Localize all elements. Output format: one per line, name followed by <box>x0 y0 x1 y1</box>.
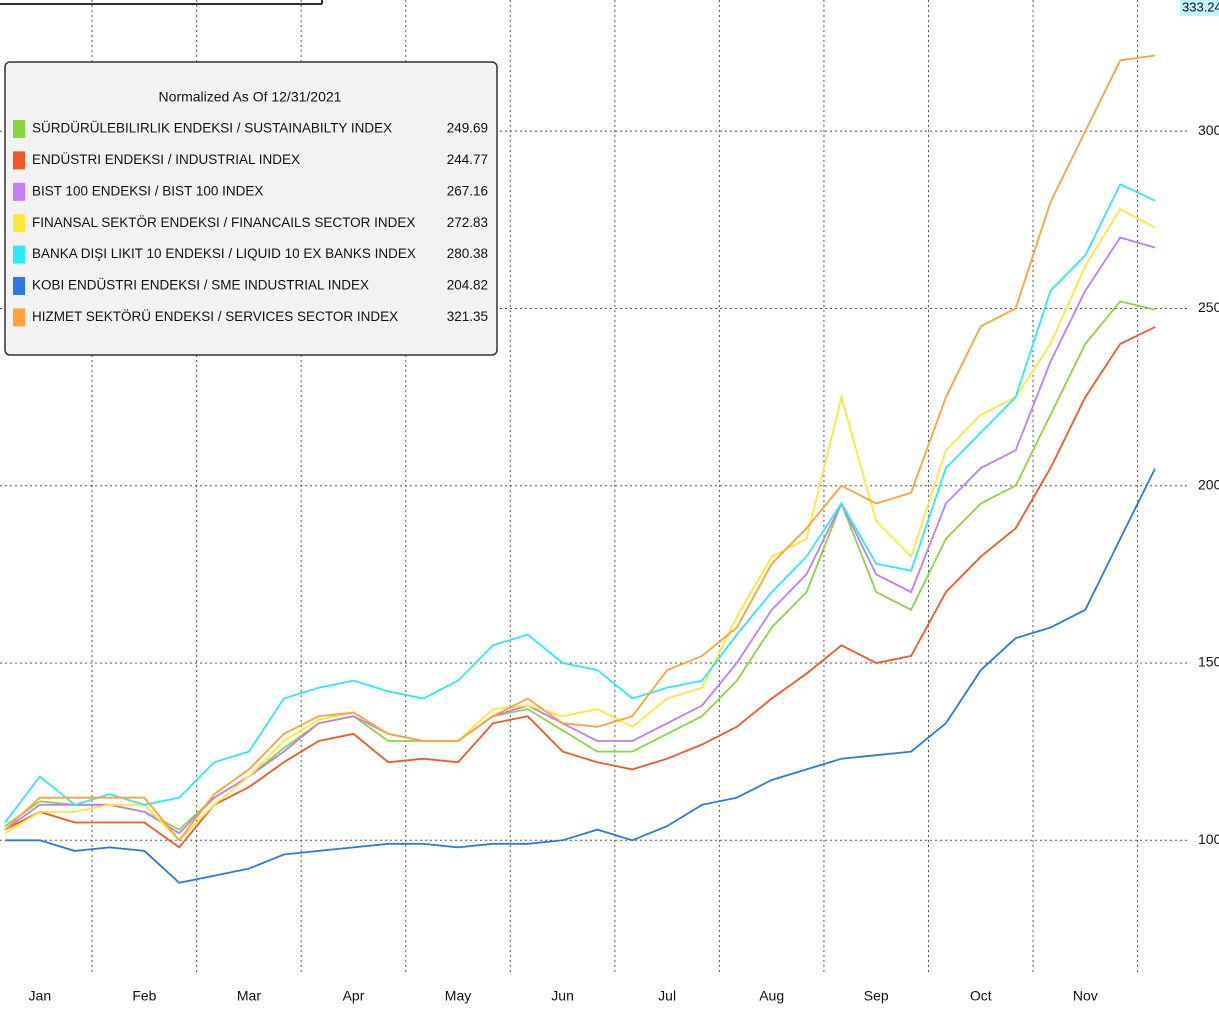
legend-swatch <box>13 277 25 295</box>
legend-label: KOBI ENDÜSTRI ENDEKSI / SME INDUSTRIAL I… <box>32 278 369 293</box>
legend-value: 267.16 <box>447 183 488 198</box>
y-tick-label: 300 <box>1198 122 1219 138</box>
y-tick-label: 200 <box>1198 476 1219 492</box>
x-tick-label: Jul <box>658 988 676 1004</box>
x-tick-label: Mar <box>237 988 261 1004</box>
legend-swatch <box>13 308 25 327</box>
legend-value: 272.83 <box>447 215 488 230</box>
legend-label: SÜRDÜRÜLEBILIRLIK ENDEKSI / SUSTAINABILT… <box>32 121 392 136</box>
legend-swatch <box>13 214 25 233</box>
y-tick-label: 150 <box>1198 654 1219 670</box>
series-line <box>4 236 1156 835</box>
legend-swatch <box>13 245 25 264</box>
legend-title: Normalized As Of 12/31/2021 <box>159 89 342 105</box>
x-tick-label: Sep <box>864 988 889 1004</box>
y-tick-label: 250 <box>1198 299 1219 315</box>
series-line <box>4 300 1156 831</box>
legend-label: BIST 100 ENDEKSI / BIST 100 INDEX <box>32 183 263 198</box>
x-tick-label: Oct <box>970 988 992 1004</box>
x-tick-label: Feb <box>132 988 156 1004</box>
x-tick-label: Apr <box>343 988 365 1004</box>
x-tick-label: May <box>445 988 471 1004</box>
series-line <box>5 468 1156 884</box>
legend-swatch <box>13 120 25 138</box>
legend-value: 280.38 <box>447 246 488 261</box>
legend-label: FINANSAL SEKTÖR ENDEKSI / FINANCAILS SEC… <box>32 215 415 230</box>
legend-box <box>4 61 498 356</box>
y-tick-label: 100 <box>1198 831 1219 847</box>
x-tick-label: Nov <box>1073 988 1098 1004</box>
legend-swatch <box>13 151 25 170</box>
series-line <box>4 326 1156 849</box>
annotation: 333.24 <box>1182 0 1219 14</box>
legend-value: 249.69 <box>447 121 488 136</box>
legend-label: BANKA DIŞI LIKIT 10 ENDEKSI / LIQUID 10 … <box>32 246 416 261</box>
annotation-bg <box>1180 0 1219 16</box>
legend-value: 244.77 <box>447 152 488 167</box>
x-tick-label: Aug <box>759 988 784 1004</box>
legend-value: 321.35 <box>447 309 488 324</box>
legend-label: HIZMET SEKTÖRÜ ENDEKSI / SERVICES SECTOR… <box>32 309 398 324</box>
legend-swatch <box>13 182 25 201</box>
series-line <box>4 183 1156 824</box>
legend-value: 204.82 <box>447 278 488 293</box>
series-line <box>4 208 1156 842</box>
x-tick-label: Jun <box>551 988 574 1004</box>
legend-label: ENDÜSTRI ENDEKSI / INDUSTRIAL INDEX <box>32 152 300 167</box>
series-line <box>4 54 1156 842</box>
x-tick-label: Jan <box>29 988 52 1004</box>
